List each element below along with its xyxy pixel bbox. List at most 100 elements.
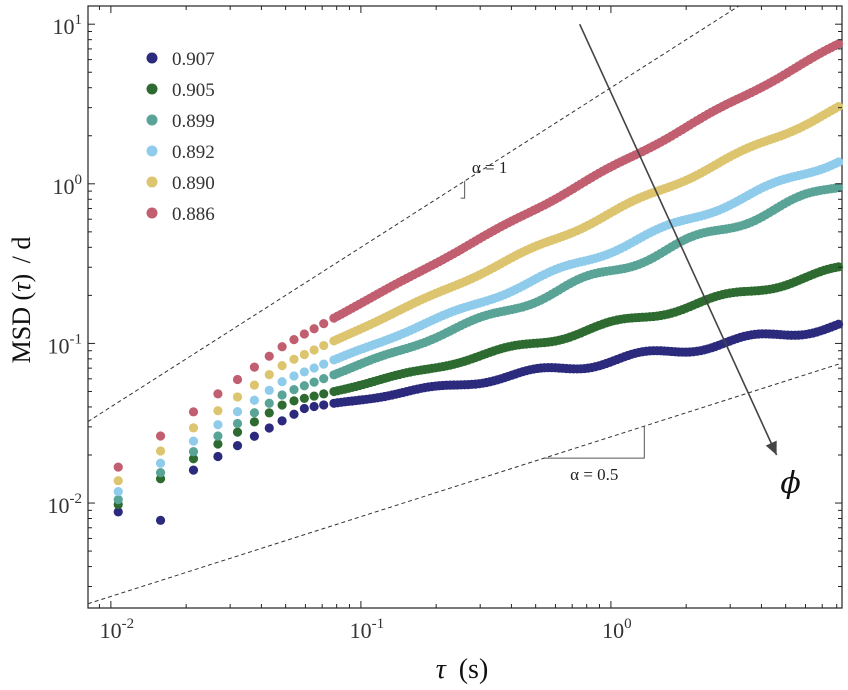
- marker-0.899-9: [299, 381, 309, 391]
- marker-0.886-6: [264, 351, 274, 361]
- marker-0.907-8: [289, 409, 299, 419]
- marker-0.905-9: [299, 393, 309, 404]
- marker-0.907-11: [319, 400, 329, 410]
- reference-line-1: [88, 6, 740, 422]
- marker-0.890-3: [213, 406, 223, 416]
- marker-0.905-6: [264, 408, 274, 418]
- marker-0.907-2: [188, 465, 199, 475]
- marker-0.886-151: [833, 39, 844, 49]
- x-axis-title: τ (s): [436, 654, 489, 685]
- marker-0.899-4: [232, 418, 243, 429]
- legend-label-0.907: 0.907: [172, 49, 215, 70]
- marker-0.907-5: [249, 431, 259, 441]
- marker-0.899-3: [213, 431, 223, 441]
- marker-0.890-10: [309, 345, 319, 355]
- marker-0.899-6: [264, 398, 274, 408]
- marker-0.907-1: [155, 515, 166, 525]
- y-tick-label-0: 10-2: [48, 491, 83, 518]
- y-axis-title: MSD (τ) / d: [7, 237, 36, 364]
- marker-0.899-10: [309, 377, 319, 387]
- legend-label-0.899: 0.899: [172, 111, 215, 132]
- tick-labels: 10-2 10-1 100 10-2 10-1 100 101: [48, 12, 632, 643]
- reference-line-2: [88, 362, 842, 605]
- marker-0.905-4: [232, 427, 243, 437]
- axis-ticks: [88, 6, 842, 608]
- marker-0.905-11: [319, 389, 329, 399]
- marker-0.890-5: [249, 380, 259, 390]
- legend-label-0.886: 0.886: [172, 204, 215, 225]
- marker-0.886-11: [319, 318, 329, 329]
- marker-0.886-5: [249, 362, 259, 372]
- marker-0.905-5: [249, 417, 259, 427]
- phi-arrow-head: [765, 440, 777, 455]
- data-markers: [113, 39, 844, 525]
- legend: 0.907 0.905 0.899 0.892 0.890 0.886: [146, 49, 215, 225]
- marker-0.892-0: [113, 486, 123, 497]
- x-tick-label-0: 10-2: [100, 616, 135, 643]
- y-tick-label-2: 100: [53, 172, 83, 199]
- marker-0.907-151: [833, 319, 844, 329]
- marker-0.886-1: [155, 431, 166, 441]
- marker-0.890-151: [833, 101, 844, 112]
- marker-0.890-7: [277, 361, 287, 371]
- legend-marker-0.899: [146, 114, 158, 126]
- marker-0.886-9: [299, 329, 309, 339]
- alpha-05-label: α = 0.5: [570, 465, 618, 484]
- marker-0.886-2: [188, 407, 199, 417]
- marker-0.907-3: [213, 451, 223, 462]
- legend-marker-0.907: [146, 52, 158, 64]
- legend-marker-0.886: [146, 207, 158, 219]
- alpha-1-label: α = 1: [472, 158, 508, 177]
- marker-0.905-2: [188, 454, 199, 464]
- marker-0.899-5: [249, 408, 259, 418]
- marker-0.886-7: [277, 342, 287, 352]
- phi-label: ϕ: [780, 466, 800, 501]
- marker-0.886-8: [289, 335, 299, 345]
- marker-0.892-2: [188, 436, 199, 446]
- marker-0.892-10: [309, 363, 319, 373]
- marker-0.890-0: [113, 476, 123, 486]
- marker-0.892-6: [264, 385, 274, 395]
- marker-0.890-1: [155, 446, 166, 456]
- marker-0.907-10: [309, 401, 319, 412]
- marker-0.907-6: [264, 423, 274, 433]
- alpha-1-leader: [460, 181, 466, 199]
- marker-0.890-9: [299, 349, 309, 360]
- marker-0.892-11: [319, 359, 329, 369]
- y-tick-label-1: 10-1: [48, 331, 83, 358]
- marker-0.892-7: [277, 377, 287, 387]
- marker-0.892-5: [249, 395, 259, 405]
- marker-0.890-6: [264, 370, 274, 380]
- marker-0.905-10: [309, 391, 319, 401]
- marker-0.905-3: [213, 439, 223, 449]
- legend-label-0.905: 0.905: [172, 80, 215, 101]
- marker-0.892-1: [155, 458, 166, 468]
- marker-0.886-4: [232, 374, 243, 385]
- alpha-05-leader: [544, 426, 645, 459]
- marker-0.892-3: [213, 420, 223, 430]
- x-tick-label-1: 10-1: [350, 616, 385, 643]
- marker-0.892-4: [232, 407, 243, 417]
- marker-0.899-1: [155, 468, 166, 478]
- y-tick-label-3: 101: [53, 12, 83, 39]
- marker-0.899-11: [319, 374, 329, 384]
- marker-0.890-8: [289, 354, 299, 364]
- marker-0.899-8: [289, 385, 299, 395]
- annotations: α = 1 α = 0.5 ϕ: [460, 23, 801, 501]
- marker-0.886-10: [309, 324, 319, 334]
- marker-0.907-7: [277, 416, 287, 426]
- x-tick-label-2: 100: [602, 616, 632, 643]
- marker-0.905-8: [289, 396, 299, 406]
- marker-0.892-8: [289, 371, 299, 381]
- marker-0.899-2: [188, 447, 199, 457]
- marker-0.899-7: [277, 390, 287, 400]
- phi-arrow-shaft: [578, 23, 778, 456]
- marker-0.890-2: [188, 423, 199, 433]
- marker-0.890-4: [232, 392, 243, 402]
- marker-0.907-0: [113, 507, 123, 517]
- marker-0.905-7: [277, 400, 287, 410]
- marker-0.907-4: [232, 441, 243, 451]
- marker-0.886-3: [213, 389, 223, 399]
- marker-0.886-0: [113, 462, 123, 472]
